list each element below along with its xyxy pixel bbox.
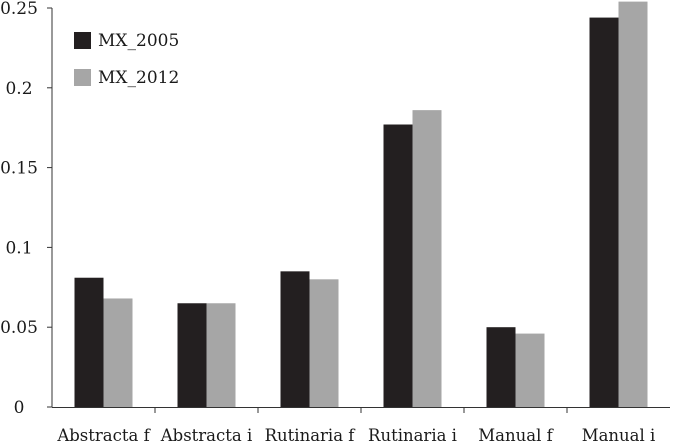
axes (51, 8, 670, 413)
bar-mx-2012 (412, 110, 442, 408)
x-category-label: Rutinaria i (368, 426, 457, 445)
bar-mx-2012 (103, 298, 133, 407)
x-category-label: Rutinaria f (265, 426, 357, 445)
legend-label: MX_2005 (98, 31, 179, 51)
y-tick-label: 0.25 (0, 0, 38, 19)
bar-mx-2012 (206, 303, 236, 407)
bar-mx-2005 (74, 277, 104, 407)
y-tick-label: 0.05 (0, 318, 38, 338)
bar-mx-2005 (280, 271, 310, 407)
bar-mx-2012 (309, 279, 339, 407)
y-tick-label: 0.1 (5, 238, 32, 258)
x-category-label: Manual f (478, 426, 554, 445)
y-axis-ticks: 0 0.05 0.1 0.15 0.2 0.25 (0, 0, 52, 418)
legend-swatch (74, 32, 91, 49)
x-category-label: Abstracta f (56, 426, 151, 445)
bar-mx-2005 (383, 124, 413, 408)
legend: MX_2005 MX_2012 (74, 31, 179, 88)
bar-mx-2005 (486, 327, 516, 407)
bars (74, 1, 648, 408)
x-category-label: Manual i (582, 426, 656, 445)
legend-label: MX_2012 (98, 68, 179, 88)
bar-mx-2005 (177, 303, 207, 407)
y-tick-label: 0.2 (5, 79, 32, 99)
bar-mx-2012 (515, 333, 545, 407)
x-axis-labels: Abstracta f Abstracta i Rutinaria f Rutinar… (56, 426, 655, 445)
y-tick-label: 0 (14, 398, 25, 418)
bar-mx-2005 (589, 17, 619, 408)
x-category-label: Abstracta i (160, 426, 253, 445)
bar-mx-2012 (618, 1, 648, 408)
legend-swatch (74, 69, 91, 86)
y-tick-label: 0.15 (0, 159, 38, 179)
